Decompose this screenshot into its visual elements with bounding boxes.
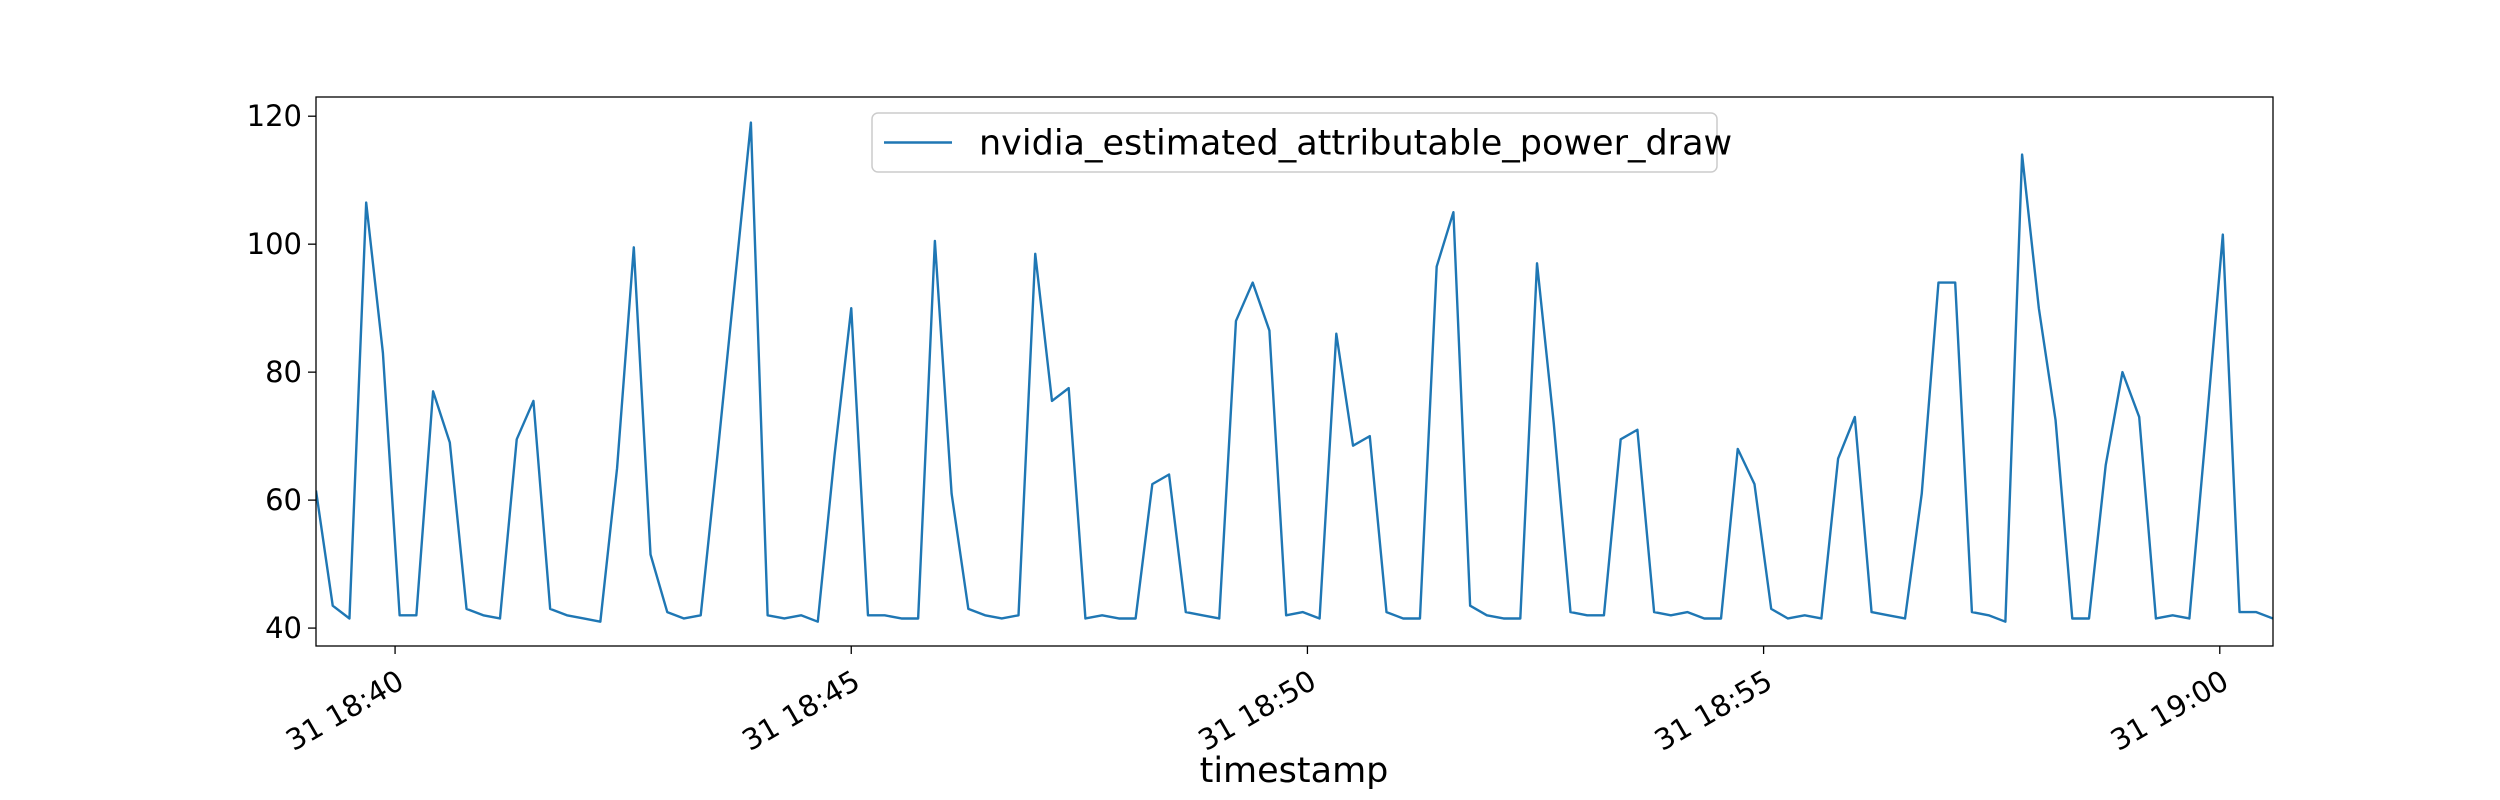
- legend-label: nvidia_estimated_attributable_power_draw: [979, 124, 1732, 164]
- y-tick-label: 80: [265, 355, 302, 389]
- legend-box: [871, 112, 1718, 173]
- x-axis-label: timestamp: [1200, 751, 1389, 791]
- y-tick-label: 100: [247, 227, 302, 261]
- y-tick-label: 40: [265, 611, 302, 645]
- plot-frame: [315, 96, 2274, 647]
- data-line: [316, 121, 2273, 623]
- y-tick-label: 60: [265, 483, 302, 517]
- y-tick-label: 120: [247, 99, 302, 133]
